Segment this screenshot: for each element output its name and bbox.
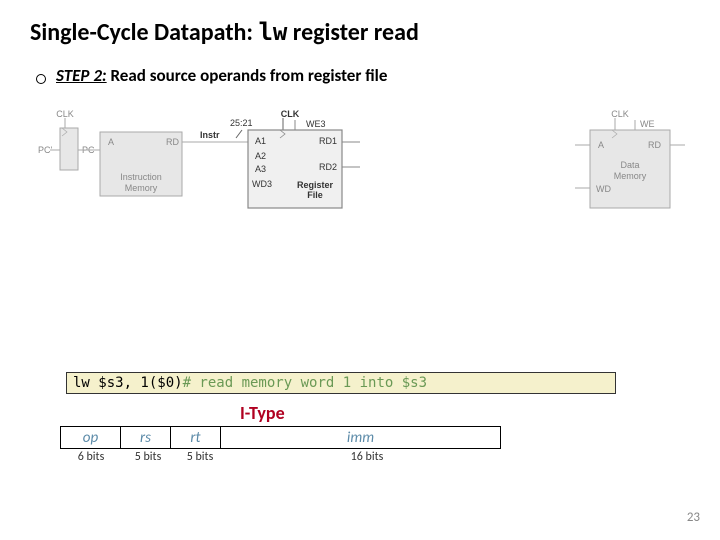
code-instruction: lw $s3, 1($0) <box>73 375 183 391</box>
title-suffix: register read <box>287 18 418 47</box>
bits-op: 6 bits <box>60 450 122 464</box>
itype-op: op <box>61 427 121 449</box>
imem-rd: RD <box>166 137 179 147</box>
rf-we3: WE3 <box>306 119 326 129</box>
bits-imm: 16 bits <box>226 450 508 464</box>
itype-rs: rs <box>121 427 171 449</box>
bits-rt: 5 bits <box>174 450 226 464</box>
rf-rd2: RD2 <box>319 162 337 172</box>
bits-rs: 5 bits <box>122 450 174 464</box>
imem-name2: Memory <box>125 183 158 193</box>
dm-a: A <box>598 140 604 150</box>
step-desc: Read source operands from register file <box>107 65 388 86</box>
datapath-diagram: CLK PC' PC A RD Instruction Memory Instr… <box>30 100 690 240</box>
step-bullet-row: STEP 2: Read source operands from regist… <box>30 65 690 86</box>
rf-name2: File <box>307 190 323 200</box>
rf-name1: Register <box>297 180 334 190</box>
step-label: STEP 2: <box>56 65 107 86</box>
code-comment: # read memory word 1 into $s3 <box>183 375 427 391</box>
dm-clk: CLK <box>611 109 629 119</box>
dm-wd: WD <box>596 184 611 194</box>
instr-label: Instr <box>200 130 220 140</box>
slide-title: Single-Cycle Datapath: lw register read <box>30 18 690 47</box>
rf-rd1: RD1 <box>319 136 337 146</box>
imem-a: A <box>108 137 114 147</box>
instr-slash <box>236 130 242 138</box>
itype-fields-row: op rs rt imm <box>61 427 501 449</box>
itype-imm: imm <box>221 427 501 449</box>
dm-name2: Memory <box>614 171 647 181</box>
page-number: 23 <box>687 510 700 525</box>
rf-a3: A3 <box>255 164 266 174</box>
title-prefix: Single-Cycle Datapath: <box>30 18 258 47</box>
step-text: STEP 2: Read source operands from regist… <box>56 65 387 86</box>
rf-wd3: WD3 <box>252 179 272 189</box>
instr-bits: 25:21 <box>230 118 253 128</box>
itype-label: I-Type <box>240 402 285 424</box>
rf-a1: A1 <box>255 136 266 146</box>
dm-we: WE <box>640 119 655 129</box>
bullet-icon <box>36 74 46 84</box>
code-example: lw $s3, 1($0) # read memory word 1 into … <box>66 372 616 394</box>
imem-name1: Instruction <box>120 172 162 182</box>
pc-clk: CLK <box>56 109 74 119</box>
rf-a2: A2 <box>255 151 266 161</box>
itype-format-table: op rs rt imm <box>60 426 501 449</box>
itype-bits-row: 6 bits 5 bits 5 bits 16 bits <box>60 450 508 464</box>
dm-rd: RD <box>648 140 661 150</box>
title-mono: lw <box>258 18 287 46</box>
rf-clk: CLK <box>281 109 300 119</box>
dm-name1: Data <box>620 160 639 170</box>
pc-reg-box <box>60 128 78 170</box>
itype-rt: rt <box>171 427 221 449</box>
